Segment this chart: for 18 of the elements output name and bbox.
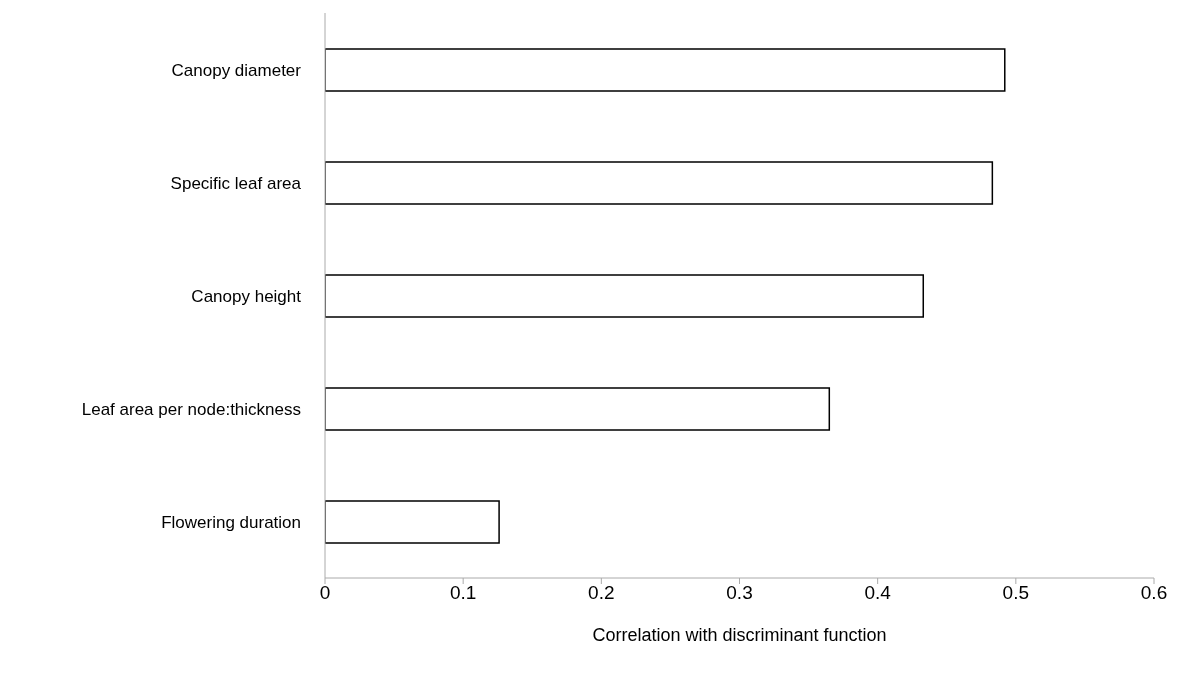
bar: [325, 387, 831, 431]
x-tick-label: 0.5: [1002, 582, 1030, 604]
x-tick-label: 0.3: [726, 582, 753, 604]
x-tick-label: 0.6: [1140, 582, 1168, 604]
y-tick-label: Flowering duration: [161, 512, 301, 532]
y-tick-label: Specific leaf area: [170, 173, 302, 193]
y-tick-label: Canopy diameter: [171, 60, 302, 80]
bar: [325, 161, 994, 205]
y-tick-label: Canopy height: [191, 286, 302, 306]
bar: [325, 48, 1006, 92]
x-tick-label: 0.4: [864, 582, 892, 604]
bar: [325, 500, 500, 544]
bar: [325, 274, 925, 318]
y-tick-label: Leaf area per node:thickness: [81, 399, 301, 419]
x-tick-label: 0.2: [588, 582, 615, 604]
x-tick-label: 0: [319, 582, 331, 604]
x-tick-label: 0.1: [449, 582, 477, 604]
x-axis-title: Correlation with discriminant function: [592, 624, 887, 645]
